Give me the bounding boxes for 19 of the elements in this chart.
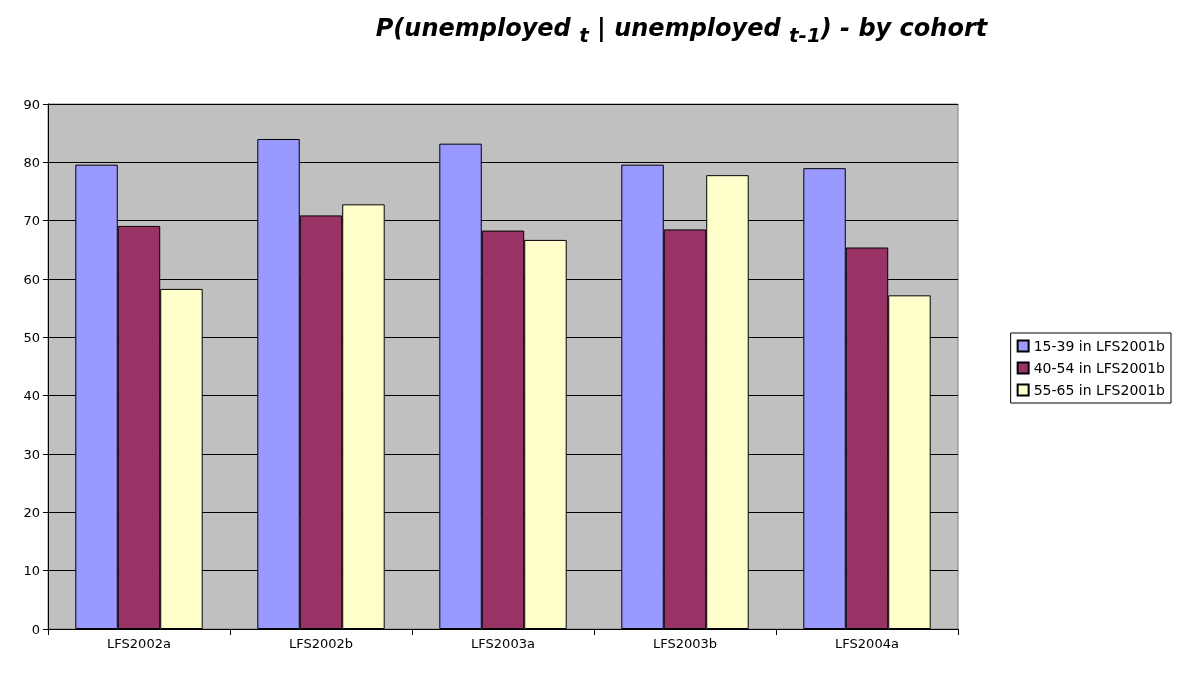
y-tick-label: 80 xyxy=(23,154,40,170)
x-tick-label: LFS2004a xyxy=(835,636,899,651)
legend-label: 40-54 in LFS2001b xyxy=(1033,360,1166,376)
legend-label: 55-65 in LFS2001b xyxy=(1033,382,1166,398)
y-tick-label: 70 xyxy=(23,213,40,229)
y-tick-label: 10 xyxy=(23,563,40,579)
chart-title: P(unemployed $_{t}$ | unemployed $_{t-1}$) - by cohort xyxy=(374,13,989,49)
x-tick-label: LFS2003b xyxy=(652,636,718,651)
y-tick-label: 30 xyxy=(23,446,40,462)
y-tick-label: 0 xyxy=(31,621,40,637)
x-tick-label: LFS2003a xyxy=(471,636,535,651)
x-tick-label: LFS2002b xyxy=(288,636,354,651)
y-tick-label: 20 xyxy=(23,504,40,520)
y-tick-label: 40 xyxy=(23,388,40,404)
y-tick-label: 60 xyxy=(23,271,40,287)
y-tick-label: 50 xyxy=(23,329,40,345)
x-tick-label: LFS2002a xyxy=(107,636,171,651)
legend-label: 15-39 in LFS2001b xyxy=(1033,338,1166,354)
y-tick-label: 90 xyxy=(23,96,40,112)
